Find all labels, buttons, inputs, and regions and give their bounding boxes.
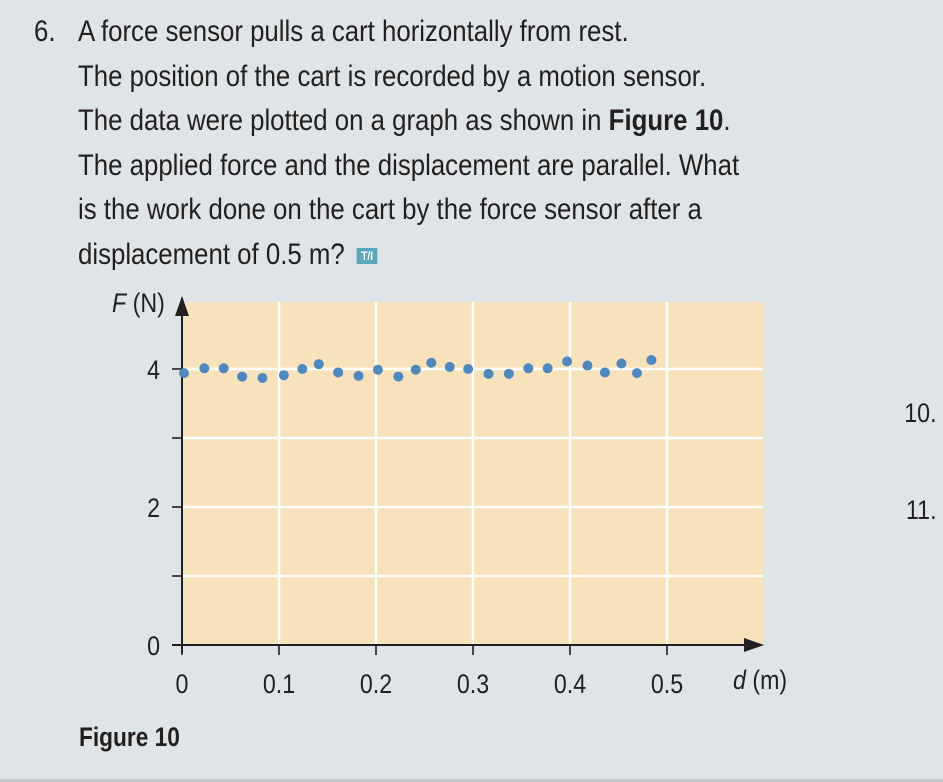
data-point xyxy=(426,357,437,368)
data-point xyxy=(582,360,593,371)
data-point xyxy=(297,364,308,374)
x-tick-label: 0.2 xyxy=(360,669,392,699)
data-point xyxy=(199,363,210,374)
data-point xyxy=(237,371,248,382)
y-tick-label: 0 xyxy=(147,631,160,661)
question-number: 6. xyxy=(34,15,56,48)
x-tick-label: 0.1 xyxy=(263,669,295,699)
x-axis-label: d (m) xyxy=(733,665,787,695)
data-point xyxy=(483,368,494,379)
question-line: is the work done on the cart by the forc… xyxy=(78,193,702,226)
question-line: displacement of 0.5 m? T/I xyxy=(78,233,739,278)
x-axis-arrow-icon xyxy=(744,638,764,652)
figure-caption: Figure 10 xyxy=(79,722,180,752)
data-point xyxy=(410,364,421,375)
question-line: A force sensor pulls a cart horizontally… xyxy=(78,15,629,48)
y-tick-label: 2 xyxy=(147,493,160,523)
question-text: A force sensor pulls a cart horizontally… xyxy=(78,10,847,277)
question-line-text: displacement of 0.5 m? xyxy=(78,237,345,271)
data-point xyxy=(353,370,364,381)
data-point xyxy=(503,368,514,379)
data-point xyxy=(562,356,573,367)
data-point xyxy=(218,363,229,374)
x-tick-label: 0 xyxy=(176,669,189,699)
data-point xyxy=(631,368,642,379)
data-point xyxy=(257,372,268,383)
data-point xyxy=(178,368,189,379)
data-point xyxy=(393,371,404,382)
question-line: The position of the cart is recorded by … xyxy=(78,59,707,93)
y-axis-label: F (N) xyxy=(112,288,165,318)
data-point xyxy=(616,358,627,369)
question-line: The applied force and the displacement a… xyxy=(78,148,740,182)
y-axis-arrow-icon xyxy=(175,296,189,316)
data-point xyxy=(599,367,610,378)
data-point xyxy=(542,363,553,374)
data-point xyxy=(444,361,455,372)
bottom-divider xyxy=(0,779,943,782)
x-tick-label: 0.3 xyxy=(457,669,489,699)
data-point xyxy=(523,363,534,374)
x-tick-label: 0.4 xyxy=(554,669,586,699)
data-point xyxy=(646,355,657,366)
period: . xyxy=(723,104,731,137)
question-line: The data were plotted on a graph as show… xyxy=(78,99,739,144)
x-tick-label: 0.5 xyxy=(651,669,683,699)
y-tick-label: 4 xyxy=(147,355,160,385)
data-point xyxy=(372,364,383,375)
data-point xyxy=(333,367,344,378)
data-point xyxy=(463,364,474,374)
question-number-10: 10. xyxy=(904,398,937,428)
data-point xyxy=(313,359,324,370)
figure-reference: Figure 10 xyxy=(608,104,724,137)
thinking-inquiry-badge: T/I xyxy=(356,247,378,264)
question-number-11: 11. xyxy=(906,495,937,525)
data-point xyxy=(278,370,289,381)
question-line-text: The data were plotted on a graph as show… xyxy=(78,104,609,137)
